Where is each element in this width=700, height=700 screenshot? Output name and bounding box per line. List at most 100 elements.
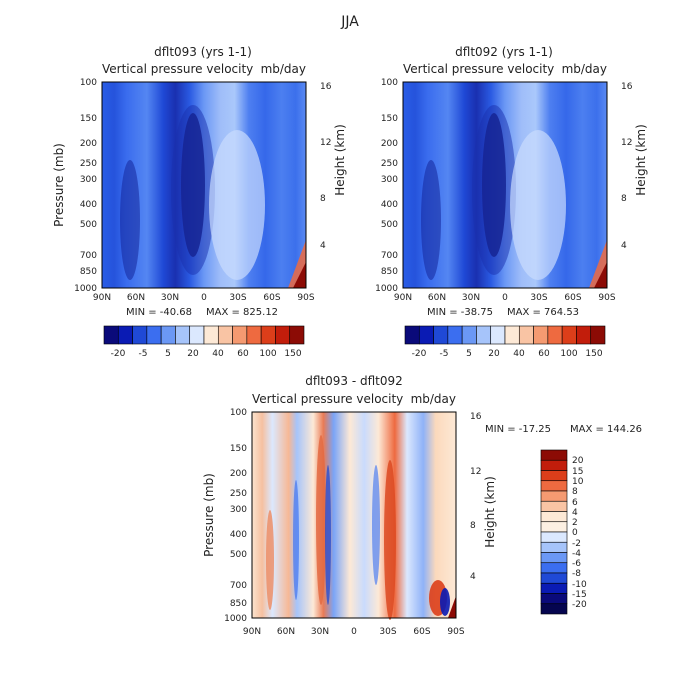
- panel-subtitle-left: Vertical pressure velocity: [403, 62, 554, 76]
- pressure-tick-label: 400: [230, 530, 247, 540]
- pressure-tick-label: 500: [381, 220, 398, 230]
- pressure-tick-label: 100: [230, 408, 247, 418]
- panel-subtitle-right: mb/day: [562, 62, 607, 76]
- height-tick-label: 4: [621, 241, 627, 251]
- height-axis: 16 12 8 4: [470, 412, 482, 582]
- colorbar-swatch: [547, 325, 563, 345]
- pressure-tick-label: 700: [230, 581, 247, 591]
- colorbar-label: -20: [412, 349, 427, 359]
- pressure-tick-label: 150: [80, 114, 97, 124]
- colorbar-swatch: [189, 325, 205, 345]
- pressure-tick-label: 100: [381, 78, 398, 88]
- colorbar-swatch: [540, 593, 568, 605]
- height-tick-label: 12: [621, 138, 632, 148]
- plot-frame: [402, 81, 608, 289]
- colorbar: [540, 449, 568, 615]
- y2-axis-title: Height (km): [333, 124, 347, 195]
- colorbar-swatch: [540, 470, 568, 482]
- x-tick-label: 0: [502, 293, 508, 303]
- x-tick-label: 90S: [447, 627, 464, 637]
- panel-dflt092: dflt092 (yrs 1-1) Vertical pressure velo…: [375, 45, 648, 359]
- pressure-tick-label: 1000: [224, 614, 247, 624]
- pressure-tick-label: 300: [80, 175, 97, 185]
- colorbar-swatch: [540, 449, 568, 461]
- colorbar-swatch: [590, 325, 606, 345]
- pressure-axis: 100 150 200 250 300 400 500 700 850 1000: [224, 408, 247, 624]
- heatmap-negative-band: [293, 480, 299, 600]
- colorbar-swatch: [175, 325, 191, 345]
- height-tick-label: 12: [320, 138, 331, 148]
- colorbar-label: 15: [572, 467, 583, 477]
- colorbar-label: -15: [572, 590, 587, 600]
- x-axis: 90N 60N 30N 0 30S 60S 90S: [394, 293, 616, 303]
- heatmap-polar-max: [293, 262, 306, 288]
- colorbar-labels: -20 -5 5 20 40 60 100 150: [412, 349, 603, 359]
- x-tick-label: 0: [201, 293, 207, 303]
- colorbar-swatch: [540, 480, 568, 492]
- x-axis: 90N 60N 30N 0 30S 60S 90S: [243, 627, 465, 637]
- panel-difference: dflt093 - dflt092 Vertical pressure velo…: [202, 374, 642, 637]
- heatmap-subsidence: [510, 130, 566, 280]
- x-tick-label: 90N: [243, 627, 261, 637]
- heatmap-negative-band: [325, 465, 331, 605]
- pressure-tick-label: 500: [230, 550, 247, 560]
- x-tick-label: 60N: [277, 627, 295, 637]
- colorbar-swatch: [246, 325, 262, 345]
- x-tick-label: 30S: [379, 627, 396, 637]
- colorbar-swatch: [447, 325, 463, 345]
- heatmap-midlat-band: [120, 160, 140, 280]
- colorbar-swatch: [476, 325, 492, 345]
- colorbar-swatch: [490, 325, 506, 345]
- pressure-tick-label: 150: [230, 444, 247, 454]
- pressure-tick-label: 300: [230, 505, 247, 515]
- pressure-tick-label: 500: [80, 220, 97, 230]
- height-tick-label: 8: [320, 194, 326, 204]
- colorbar-label: 10: [572, 477, 584, 487]
- colorbar-label: 0: [572, 528, 578, 538]
- colorbar-swatch: [461, 325, 477, 345]
- colorbar-labels: -20 -5 5 20 40 60 100 150: [111, 349, 302, 359]
- x-tick-label: 60S: [413, 627, 430, 637]
- height-tick-label: 8: [621, 194, 627, 204]
- panel-subtitle-right: mb/day: [261, 62, 306, 76]
- colorbar-swatch: [540, 521, 568, 533]
- colorbar-label: -20: [111, 349, 126, 359]
- colorbar-swatch: [540, 552, 568, 564]
- colorbar-label: 100: [259, 349, 276, 359]
- pressure-tick-label: 250: [230, 489, 247, 499]
- height-tick-label: 16: [470, 412, 482, 422]
- height-tick-label: 4: [470, 572, 476, 582]
- heatmap-negative-band: [372, 465, 380, 585]
- pressure-axis: 100 150 200 250 300 400 500 700 850 1000: [375, 78, 398, 294]
- colorbar-swatch: [540, 541, 568, 553]
- colorbar-swatch: [117, 325, 133, 345]
- colorbar-label: 60: [237, 349, 249, 359]
- colorbar-label: 60: [538, 349, 550, 359]
- x-tick-label: 0: [351, 627, 357, 637]
- x-axis: 90N 60N 30N 0 30S 60S 90S: [93, 293, 315, 303]
- colorbar-swatch: [540, 572, 568, 584]
- min-value: MIN = -40.68: [126, 307, 192, 318]
- pressure-tick-label: 850: [80, 267, 97, 277]
- x-tick-label: 60S: [263, 293, 280, 303]
- plot-frame: [251, 411, 457, 619]
- y2-axis-title: Height (km): [634, 124, 648, 195]
- colorbar-label: 150: [585, 349, 602, 359]
- pressure-tick-label: 250: [80, 159, 97, 169]
- panel-title: dflt093 - dflt092: [305, 374, 403, 388]
- colorbar-label: 2: [572, 518, 578, 528]
- colorbar-label: -4: [572, 549, 581, 559]
- height-tick-label: 8: [470, 521, 476, 531]
- colorbar-label: -5: [440, 349, 449, 359]
- pressure-axis: 100 150 200 250 300 400 500 700 850 1000: [74, 78, 97, 294]
- panel-title: dflt092 (yrs 1-1): [455, 45, 553, 59]
- colorbar-swatch: [260, 325, 276, 345]
- y-axis-title: Pressure (mb): [202, 473, 216, 557]
- colorbar-swatch: [540, 500, 568, 512]
- colorbar-swatch: [540, 531, 568, 543]
- colorbar: [404, 325, 606, 345]
- heatmap-polar-max: [448, 596, 456, 618]
- colorbar-label: -6: [572, 559, 581, 569]
- height-tick-label: 16: [621, 82, 633, 92]
- x-tick-label: 30S: [229, 293, 246, 303]
